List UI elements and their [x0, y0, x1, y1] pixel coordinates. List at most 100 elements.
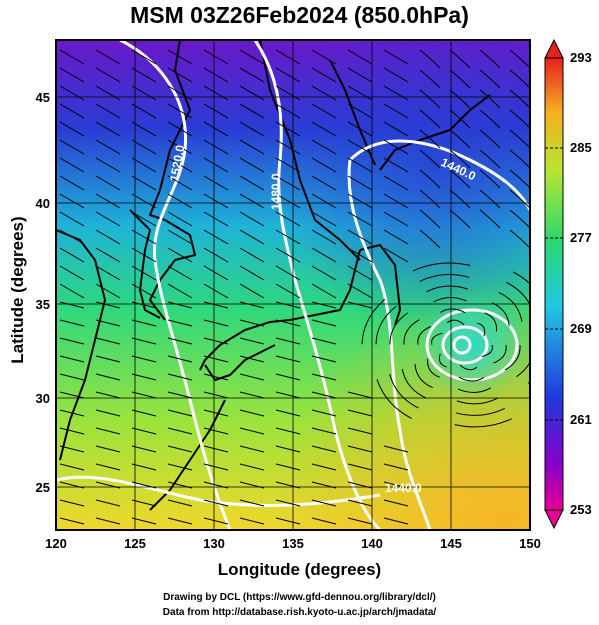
streamline [239, 337, 265, 345]
streamline [449, 129, 471, 149]
streamline [311, 301, 337, 309]
streamline [311, 481, 337, 489]
streamline [275, 427, 301, 435]
streamline [449, 189, 471, 209]
streamline [347, 481, 373, 489]
y-tick: 45 [36, 90, 50, 105]
streamline [311, 193, 337, 209]
streamline [131, 337, 157, 345]
streamline [275, 193, 301, 209]
streamline [347, 121, 373, 137]
streamline [167, 409, 193, 417]
streamline [458, 376, 485, 382]
streamline [239, 481, 265, 489]
streamline [59, 301, 85, 309]
streamline [311, 427, 337, 435]
streamline [95, 499, 121, 507]
streamline [275, 229, 301, 245]
streamline [275, 337, 301, 345]
streamline [275, 409, 301, 417]
streamline [131, 463, 157, 471]
streamline [509, 189, 530, 209]
geopotential-contours [56, 40, 530, 530]
streamline [449, 89, 471, 109]
y-tick: 30 [36, 391, 50, 406]
streamline [419, 169, 441, 189]
streamline [131, 139, 157, 155]
streamline [131, 265, 157, 281]
streamline [433, 297, 467, 303]
streamline [383, 157, 409, 173]
streamline [419, 149, 441, 169]
streamline [419, 69, 441, 89]
streamline [347, 427, 373, 435]
streamline [203, 229, 229, 245]
streamline [131, 391, 157, 399]
streamline [59, 373, 85, 381]
streamline [203, 67, 229, 83]
streamline [167, 301, 193, 309]
streamline [505, 281, 530, 306]
y-tick: 35 [36, 297, 50, 312]
streamline [59, 445, 85, 453]
streamline [239, 445, 265, 453]
streamline [311, 139, 337, 155]
streamline [479, 49, 501, 69]
streamline [311, 373, 337, 381]
streamline [203, 103, 229, 119]
streamline [383, 175, 409, 191]
streamline [509, 89, 530, 109]
streamline [389, 373, 419, 409]
streamline [383, 247, 409, 263]
streamline [239, 85, 265, 101]
credits: Drawing by DCL (https://www.gfd-dennou.o… [0, 590, 599, 620]
streamline [419, 229, 441, 249]
streamline [275, 49, 301, 65]
streamline [438, 353, 448, 368]
streamline [311, 247, 337, 263]
streamline [479, 109, 501, 129]
streamline [59, 409, 85, 417]
streamline [383, 229, 409, 245]
x-tick: 135 [282, 536, 304, 551]
streamline [167, 319, 193, 327]
streamline [59, 175, 85, 191]
streamline [457, 387, 492, 393]
streamline [131, 373, 157, 381]
streamline [311, 337, 337, 345]
streamline [95, 229, 121, 245]
streamline [239, 301, 265, 309]
streamline [167, 67, 193, 83]
streamline [509, 209, 530, 229]
colorbar-top-arrow [544, 38, 564, 59]
streamline [95, 355, 121, 363]
streamline [479, 189, 501, 209]
credit-drawing: Drawing by DCL (https://www.gfd-dennou.o… [163, 592, 436, 603]
streamline [167, 445, 193, 453]
streamline [275, 319, 301, 327]
streamline [275, 247, 301, 263]
streamline [59, 193, 85, 209]
streamline [275, 139, 301, 155]
streamline [167, 265, 193, 281]
streamline [239, 247, 265, 263]
streamline [311, 445, 337, 453]
streamline [203, 517, 229, 525]
streamline [131, 355, 157, 363]
streamline [131, 319, 157, 327]
streamline [167, 211, 193, 227]
streamline [203, 319, 229, 327]
streamline [347, 85, 373, 101]
streamline [95, 265, 121, 281]
streamline [347, 139, 373, 155]
streamline [509, 229, 530, 249]
streamline [131, 121, 157, 137]
streamline [383, 121, 409, 137]
streamline [389, 312, 409, 345]
streamline [311, 265, 337, 281]
streamline [239, 355, 265, 363]
cyclone-warm-core [417, 290, 527, 400]
streamline [131, 427, 157, 435]
colorbar-tick: 285 [570, 140, 592, 155]
streamline [95, 103, 121, 119]
